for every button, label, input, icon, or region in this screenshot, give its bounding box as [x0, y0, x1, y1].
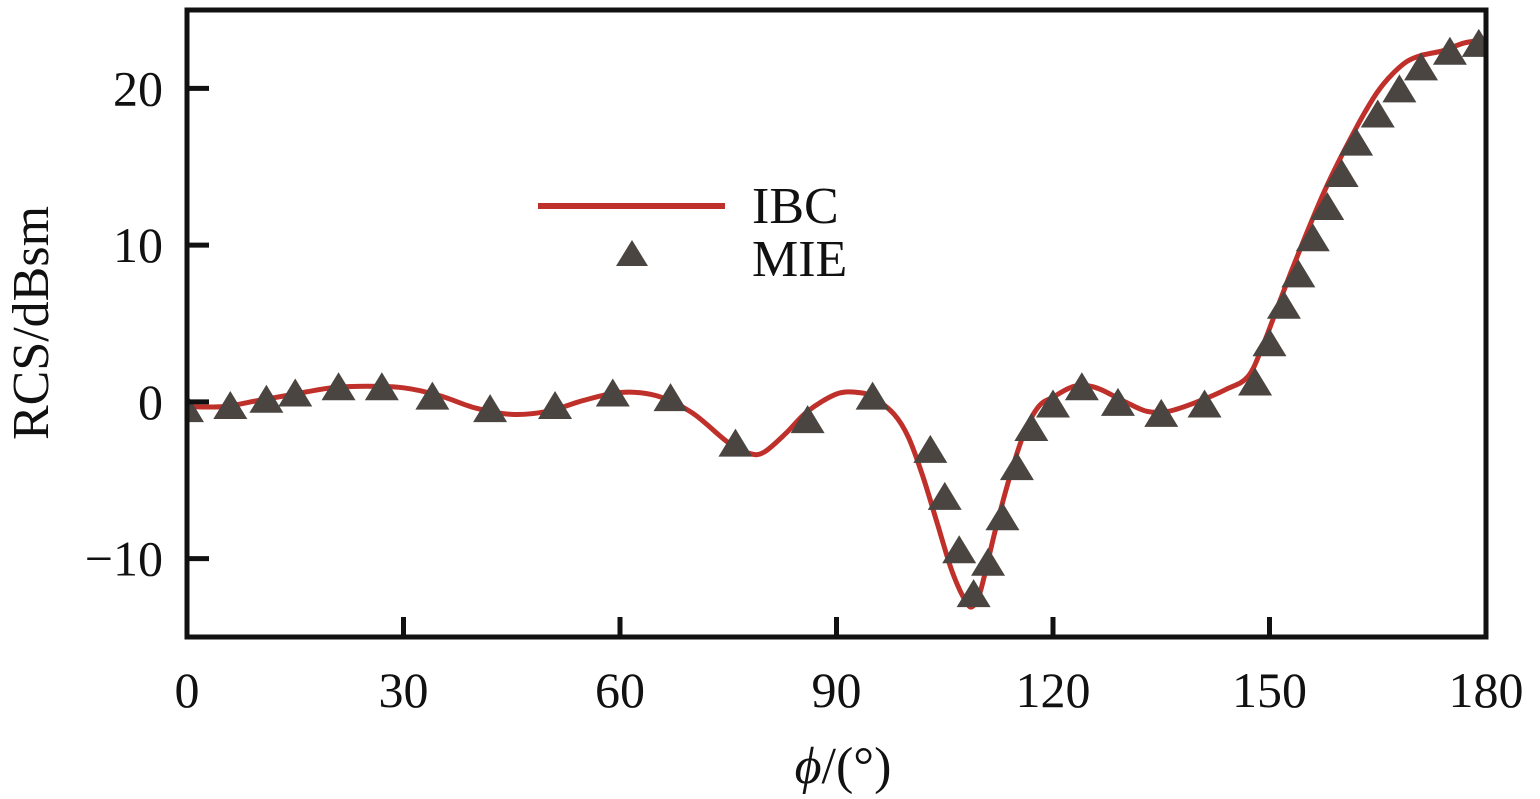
axis-ticks: 0 30 60 90 120 150 180 −10 0 10 20	[85, 60, 1524, 718]
mie-point-25	[1144, 398, 1179, 427]
mie-point-4	[321, 372, 356, 401]
legend-mie-label: MIE	[752, 231, 847, 288]
x-tick-label-120: 120	[1016, 662, 1091, 718]
mie-point-37	[1404, 52, 1439, 81]
mie-point-24	[1100, 387, 1135, 416]
mie-point-7	[473, 394, 508, 423]
x-axis-title: ϕ/(°)	[795, 738, 892, 795]
x-tick-label-180: 180	[1449, 662, 1524, 718]
y-tick-label-20: 20	[113, 60, 163, 116]
y-tick-label-10: 10	[113, 217, 163, 273]
series-ibc-line	[187, 37, 1486, 610]
mie-point-35	[1360, 99, 1395, 128]
x-axis-unit: /(°)	[822, 738, 892, 795]
legend: IBC MIE	[538, 178, 847, 288]
x-tick-label-150: 150	[1232, 662, 1307, 718]
mie-point-33	[1324, 159, 1359, 188]
x-tick-label-30: 30	[379, 662, 429, 718]
mie-point-21	[1014, 412, 1049, 441]
mie-point-28	[1252, 328, 1287, 357]
mie-point-6	[415, 381, 450, 410]
plot-area	[187, 28, 1486, 610]
mie-point-8	[538, 391, 573, 420]
mie-point-29	[1266, 290, 1301, 319]
mie-point-14	[913, 434, 948, 463]
mie-point-15	[927, 481, 962, 510]
mie-point-11	[718, 428, 753, 457]
y-tick-label-0: 0	[138, 374, 163, 430]
mie-point-18	[971, 547, 1006, 576]
x-tick-label-60: 60	[595, 662, 645, 718]
mie-point-12	[790, 405, 825, 434]
mie-point-20	[999, 452, 1034, 481]
mie-point-38	[1432, 36, 1467, 65]
mie-point-26	[1187, 389, 1222, 418]
mie-point-32	[1310, 191, 1345, 220]
mie-point-31	[1295, 223, 1330, 252]
mie-point-16	[942, 535, 977, 564]
mie-point-30	[1281, 259, 1316, 288]
mie-point-34	[1339, 127, 1374, 156]
mie-point-27	[1238, 367, 1273, 396]
mie-point-36	[1382, 74, 1417, 103]
legend-ibc-label: IBC	[752, 178, 839, 235]
mie-point-3	[278, 378, 313, 407]
mie-point-2	[249, 384, 284, 413]
mie-point-23	[1064, 372, 1099, 401]
x-tick-label-0: 0	[175, 662, 200, 718]
y-tick-label--10: −10	[85, 531, 163, 587]
y-axis-title: RCS/dBsm	[3, 206, 60, 440]
mie-point-22	[1036, 389, 1070, 418]
mie-point-13	[855, 381, 890, 410]
mie-point-17	[956, 579, 991, 608]
mie-point-39	[1461, 28, 1486, 57]
mie-point-5	[364, 372, 399, 401]
mie-point-10	[653, 383, 688, 412]
mie-point-1	[213, 391, 248, 420]
x-axis-symbol: ϕ	[795, 738, 822, 795]
x-tick-label-90: 90	[812, 662, 862, 718]
mie-point-9	[595, 378, 630, 407]
mie-point-19	[985, 502, 1020, 531]
plot-frame	[184, 7, 1489, 640]
legend-mie-marker	[616, 240, 648, 266]
